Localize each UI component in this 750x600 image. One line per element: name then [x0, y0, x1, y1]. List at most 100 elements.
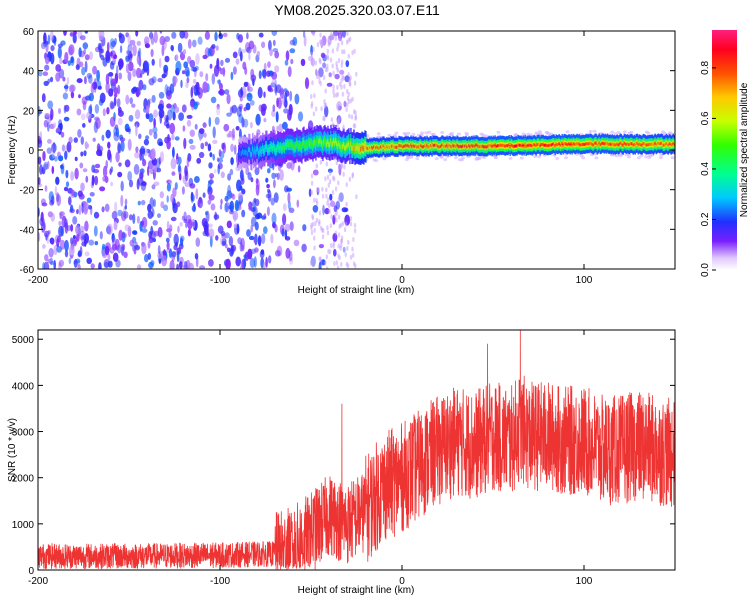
noise-blob — [346, 245, 349, 251]
noise-blob — [315, 217, 319, 223]
noise-blob — [166, 228, 173, 233]
noise-blob — [179, 221, 183, 227]
noise-blob — [109, 38, 115, 50]
band-halo — [453, 156, 458, 160]
band-cell — [483, 145, 485, 149]
noise-blob — [324, 105, 329, 118]
noise-blob — [297, 165, 301, 173]
band-cell — [583, 143, 585, 146]
noise-blob — [153, 117, 156, 128]
band-halo — [659, 153, 664, 157]
noise-blob — [125, 94, 130, 105]
noise-blob — [229, 106, 234, 115]
noise-blob — [331, 63, 334, 69]
colorbar-tick-label: 0.0 — [700, 263, 711, 277]
noise-blob — [86, 257, 92, 264]
noise-blob — [101, 134, 105, 141]
band-cell — [460, 144, 462, 148]
noise-blob — [347, 53, 350, 59]
noise-blob — [338, 223, 341, 229]
noise-blob — [332, 70, 335, 76]
band-cell — [563, 141, 565, 145]
noise-blob — [110, 181, 113, 187]
band-cell — [661, 142, 663, 145]
noise-blob — [186, 77, 190, 84]
band-cell — [371, 145, 373, 149]
noise-blob — [327, 41, 330, 47]
band-cell — [546, 144, 548, 148]
noise-blob — [168, 248, 173, 259]
band-cell — [594, 141, 596, 145]
band-cell — [269, 146, 271, 152]
noise-blob — [118, 58, 124, 70]
noise-blob — [81, 235, 87, 240]
noise-blob — [310, 51, 313, 57]
band-halo — [537, 155, 542, 159]
noise-blob — [183, 211, 187, 222]
band-cell — [598, 141, 600, 145]
noise-blob — [64, 104, 70, 112]
noise-blob — [220, 171, 225, 179]
band-halo — [404, 158, 409, 162]
band-cell — [295, 144, 297, 150]
noise-blob — [112, 252, 119, 262]
noise-blob — [144, 254, 149, 263]
band-cell — [267, 148, 269, 153]
band-cell — [517, 143, 519, 146]
figure-title: YM08.2025.320.03.07.E11 — [274, 2, 440, 18]
band-cell — [482, 144, 484, 148]
noise-blob — [316, 71, 319, 77]
noise-blob — [83, 150, 87, 157]
band-cell — [301, 145, 303, 151]
noise-blob — [241, 49, 247, 53]
noise-blob — [230, 143, 235, 152]
noise-blob — [80, 136, 85, 145]
noise-blob — [235, 126, 240, 131]
noise-blob — [47, 100, 54, 110]
noise-blob — [218, 149, 222, 157]
noise-blob — [349, 81, 352, 87]
noise-blob — [114, 37, 117, 45]
noise-blob — [318, 244, 324, 249]
noise-blob — [82, 168, 88, 173]
noise-blob — [351, 50, 354, 56]
band-halo — [493, 155, 498, 159]
band-cell — [625, 143, 627, 146]
band-cell — [350, 141, 352, 147]
noise-blob — [144, 61, 150, 70]
band-cell — [527, 144, 529, 148]
band-halo — [403, 133, 408, 136]
noise-blob — [94, 212, 100, 218]
band-cell — [560, 144, 562, 147]
noise-blob — [321, 234, 325, 240]
band-cell — [664, 143, 666, 147]
noise-blob — [206, 225, 209, 237]
band-cell — [608, 142, 610, 146]
noise-blob — [129, 39, 136, 46]
band-cell — [373, 145, 375, 149]
noise-blob — [340, 238, 343, 244]
band-cell — [311, 141, 313, 147]
noise-blob — [64, 249, 69, 258]
band-cell — [299, 143, 301, 149]
noise-blob — [225, 258, 231, 269]
noise-blob — [49, 76, 54, 83]
noise-blob — [263, 117, 267, 123]
noise-blob — [112, 58, 116, 64]
noise-blob — [316, 187, 319, 193]
noise-blob — [334, 230, 338, 236]
noise-blob — [110, 166, 114, 173]
noise-blob — [152, 220, 158, 226]
noise-blob — [183, 137, 187, 150]
band-halo — [443, 158, 448, 162]
noise-blob — [283, 88, 288, 93]
noise-blob — [148, 78, 155, 86]
snr-x-ticks: -200 -100 0 100 — [28, 330, 593, 587]
snr-x-label: Height of straight line (km) — [298, 585, 415, 596]
noise-blob — [202, 122, 207, 128]
noise-blob — [344, 221, 348, 227]
noise-blob — [70, 204, 74, 213]
band-cell — [377, 146, 379, 150]
band-cell — [533, 142, 535, 146]
band-cell — [591, 142, 593, 146]
